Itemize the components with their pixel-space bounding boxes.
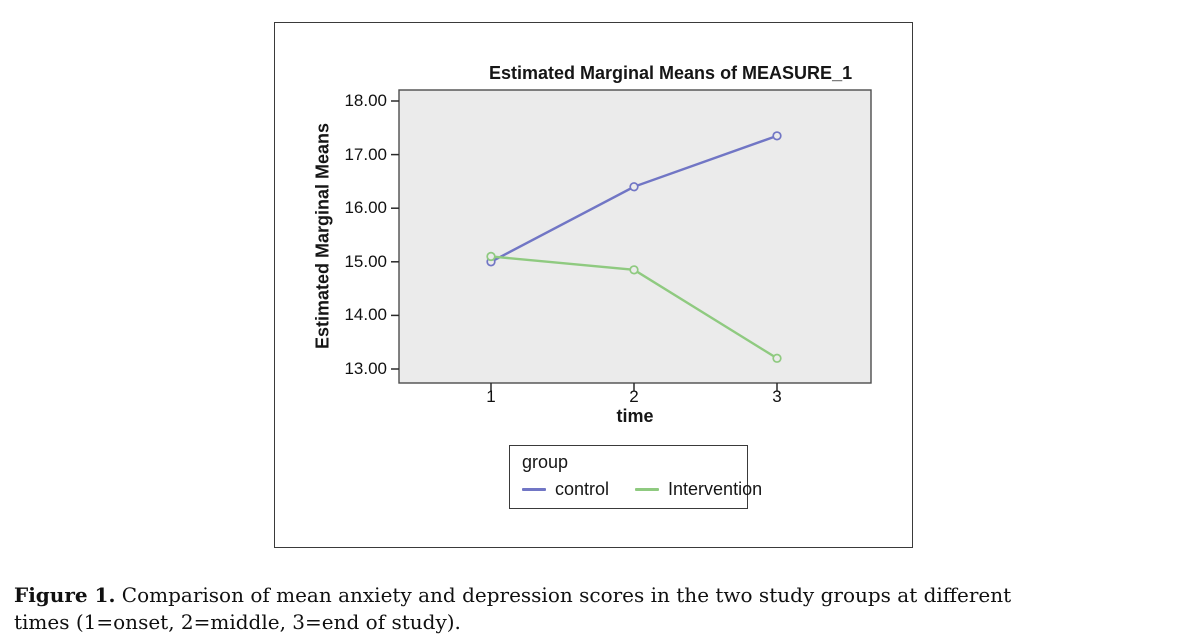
control-line-swatch xyxy=(522,488,546,491)
y-tick-label: 18.00 xyxy=(344,91,387,110)
x-tick-label: 3 xyxy=(772,387,782,406)
y-tick-label: 15.00 xyxy=(344,252,387,271)
caption-text-line2: times (1=onset, 2=middle, 3=end of study… xyxy=(14,610,461,634)
x-axis-title: time xyxy=(616,406,654,426)
legend-items: control Intervention xyxy=(522,479,762,500)
x-tick-label: 2 xyxy=(629,387,639,406)
intervention-line-swatch xyxy=(635,488,660,491)
legend-label-control: control xyxy=(555,479,610,499)
y-tick-label: 17.00 xyxy=(344,145,387,164)
chart-title: Estimated Marginal Means of MEASURE_1 xyxy=(489,63,853,83)
legend: group control Intervention xyxy=(509,445,762,509)
caption-label: Figure 1. xyxy=(14,583,116,607)
x-tick-label: 1 xyxy=(486,387,496,406)
chart-plot xyxy=(391,89,872,391)
legend-item-control: control xyxy=(522,479,609,500)
figure-box: Estimated Marginal Means of MEASURE_1 Es… xyxy=(274,22,913,548)
y-tick-label: 14.00 xyxy=(344,305,387,324)
y-tick-label: 13.00 xyxy=(344,359,387,378)
y-tick-label: 16.00 xyxy=(344,198,387,217)
legend-item-intervention: Intervention xyxy=(635,479,762,500)
caption-text-line1: Comparison of mean anxiety and depressio… xyxy=(121,583,1012,607)
legend-title: group xyxy=(522,452,569,472)
figure-caption: Figure 1. Comparison of mean anxiety and… xyxy=(14,582,1194,634)
legend-label-intervention: Intervention xyxy=(668,479,763,499)
